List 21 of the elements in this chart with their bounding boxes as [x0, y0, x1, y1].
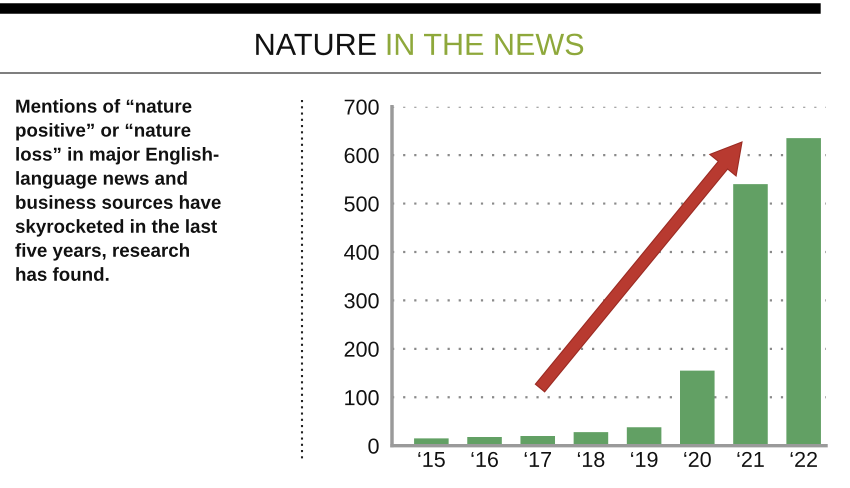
- bar: [733, 184, 768, 446]
- chart-title: NATURE IN THE NEWS: [256, 34, 584, 56]
- y-tick-label: 100: [345, 390, 379, 406]
- y-tick-label: 400: [344, 244, 379, 260]
- x-tick-label: ‘22: [790, 452, 817, 467]
- y-tick-label: 200: [344, 342, 379, 357]
- y-tick-label: 0: [368, 438, 379, 454]
- x-tick-label: ‘16: [472, 452, 498, 468]
- text: Mentions of “nature positive” or “nature loss” in major English- language news and business sources have skyrocketed in the last five years, research has found.: [15, 99, 221, 281]
- x-tick-label: ‘17: [524, 452, 552, 467]
- bar: [786, 138, 821, 446]
- y-tick-label: 300: [344, 293, 379, 308]
- y-tick-label: 700: [344, 99, 379, 115]
- bar: [680, 370, 715, 446]
- x-tick-label: ‘21: [737, 452, 764, 467]
- x-tick-label: ‘20: [684, 452, 711, 468]
- x-tick-label: ‘15: [418, 452, 445, 468]
- x-tick-label: ‘19: [631, 452, 658, 468]
- y-tick-label: 600: [344, 148, 379, 164]
- x-tick-label: ‘18: [578, 452, 604, 468]
- y-tick-label: 500: [344, 196, 379, 212]
